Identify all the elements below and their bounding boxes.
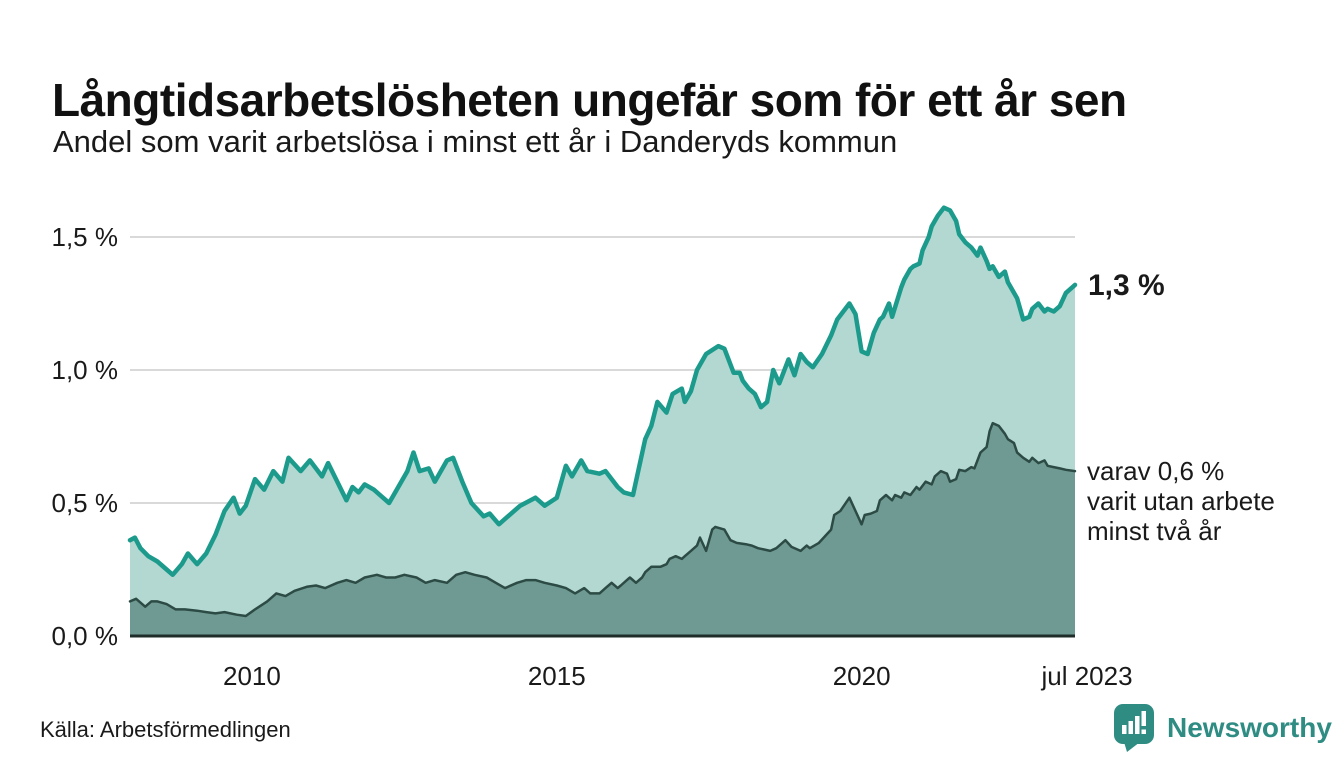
y-tick-label: 0,0 % [51,621,119,651]
newsworthy-logo: Newsworthy [1112,703,1332,753]
secondary-series-annotation: varav 0,6 % varit utan arbete minst två … [1087,456,1275,546]
page-subtitle: Andel som varit arbetslösa i minst ett å… [53,124,898,159]
x-tick-label: 2015 [527,661,586,691]
x-tick-label: 2020 [832,661,891,691]
line-unemployed-two-years [128,421,1077,618]
y-tick-label: 1,0 % [51,355,119,385]
page-title: Långtidsarbetslösheten ungefär som för e… [52,73,1127,126]
newsworthy-logo-icon [1114,704,1154,752]
x-tick-label: 2010 [223,661,281,691]
x-tick-label: jul 2023 [1041,661,1133,691]
y-tick-label: 1,5 % [51,222,119,252]
line-unemployed-one-year [127,205,1078,578]
y-tick-label: 0,5 % [51,488,119,518]
source-note: Källa: Arbetsförmedlingen [40,717,291,742]
area-unemployed-two-years [130,423,1075,636]
latest-value-label: 1,3 % [1088,269,1165,302]
newsworthy-logo-text: Newsworthy [1167,712,1332,743]
